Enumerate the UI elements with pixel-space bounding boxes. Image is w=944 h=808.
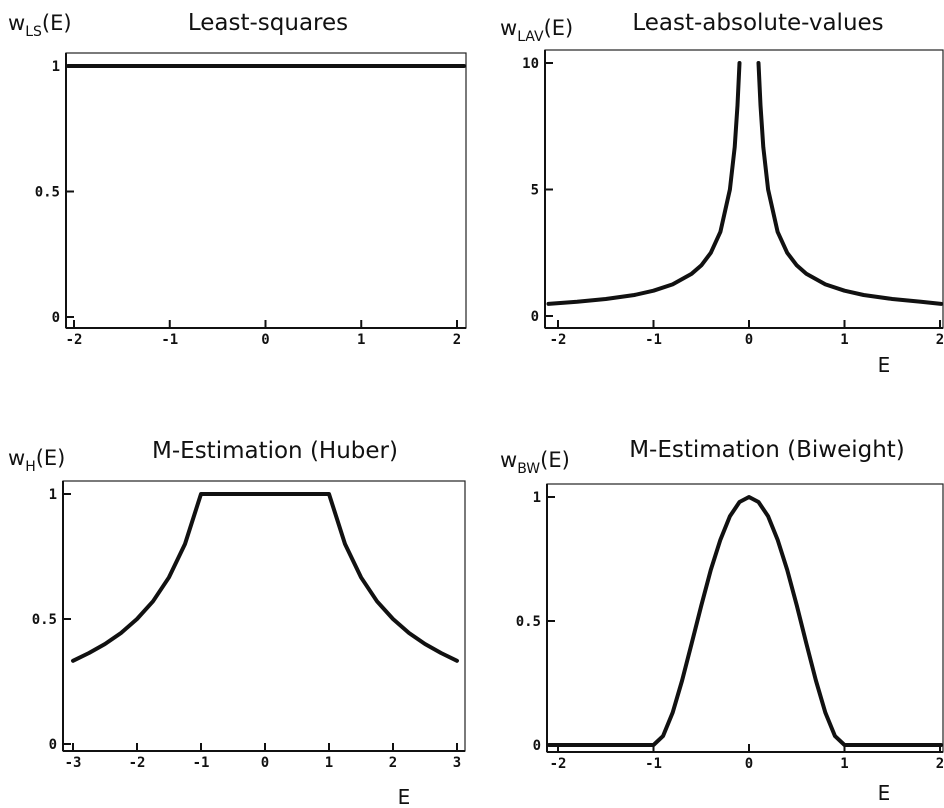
x-tick-label: -1 [161,332,178,348]
marks [547,495,943,747]
x-tick-label: -2 [550,756,567,772]
y-tick-label: 0 [531,309,539,325]
y-tick-label: 0.5 [516,614,541,630]
y-tick-label: 1 [49,487,57,503]
x-tick-label: 2 [453,332,461,348]
panel-least-squares: wLS(E) Least-squares -2 -1 0 1 2 0 0.5 1 [8,10,467,348]
x-tick-label: 1 [325,755,333,771]
marks [71,492,459,663]
series-line [547,495,943,747]
y-axis-label: wLAV(E) [500,16,573,45]
x-tick-label: 0 [745,332,753,348]
plot-frame [546,483,944,753]
x-tick-label: 2 [936,756,944,772]
y-tick-label: 1 [533,490,541,506]
x-tick-label: 0 [261,332,269,348]
axes: -2 -1 0 1 2 0 0.5 1 [516,484,944,772]
chart-title: M-Estimation (Biweight) [629,437,905,463]
y-tick-label: 10 [522,56,539,72]
series-line [546,61,742,306]
y-axis-label: wLS(E) [8,11,72,40]
y-axis-label: wBW(E) [500,448,570,477]
y-tick-label: 0 [52,310,60,326]
y-tick-label: 0 [49,737,57,753]
x-axis-label: E [398,785,411,808]
x-tick-label: -3 [65,755,82,771]
x-tick-label: 1 [357,332,365,348]
axes: -2 -1 0 1 2 0 0.5 1 [35,53,466,348]
panel-huber: wH(E) M-Estimation (Huber) -3 -2 -1 0 1 2 3 0 0.… [8,438,466,808]
x-tick-label: 2 [389,755,397,771]
plot-frame [65,52,467,329]
marks [546,61,943,306]
chart-title: Least-squares [188,10,348,36]
x-tick-label: -1 [645,756,662,772]
x-tick-label: 0 [745,756,753,772]
axes: -3 -2 -1 0 1 2 3 0 0.5 1 [32,481,465,771]
y-tick-label: 0.5 [35,185,60,201]
x-tick-label: -1 [645,332,662,348]
series-line [71,492,459,663]
x-axis-label: E [878,781,891,805]
y-tick-label: 5 [531,183,539,199]
series-line [756,61,943,306]
x-tick-label: -2 [66,332,83,348]
x-tick-label: 2 [936,332,944,348]
panel-biweight: wBW(E) M-Estimation (Biweight) -2 -1 0 1 2 0 0… [500,437,944,805]
x-tick-label: -2 [129,755,146,771]
plot-frame [544,49,944,329]
x-tick-label: 0 [261,755,269,771]
y-tick-label: 0 [533,738,541,754]
plot-frame [62,480,466,752]
x-tick-label: 1 [840,332,848,348]
x-tick-label: -1 [193,755,210,771]
x-tick-label: 1 [840,756,848,772]
y-tick-label: 0.5 [32,612,57,628]
y-axis-label: wH(E) [8,446,65,475]
x-tick-label: -2 [550,332,567,348]
axes: -2 -1 0 1 2 0 5 10 [522,50,944,348]
chart-title: Least-absolute-values [632,10,883,36]
x-axis-label: E [878,353,891,377]
y-tick-label: 1 [52,59,60,75]
x-tick-label: 3 [453,755,461,771]
chart-title: M-Estimation (Huber) [152,438,398,464]
panel-least-absolute-values: wLAV(E) Least-absolute-values -2 -1 0 1 2 0 5 1… [500,10,944,377]
